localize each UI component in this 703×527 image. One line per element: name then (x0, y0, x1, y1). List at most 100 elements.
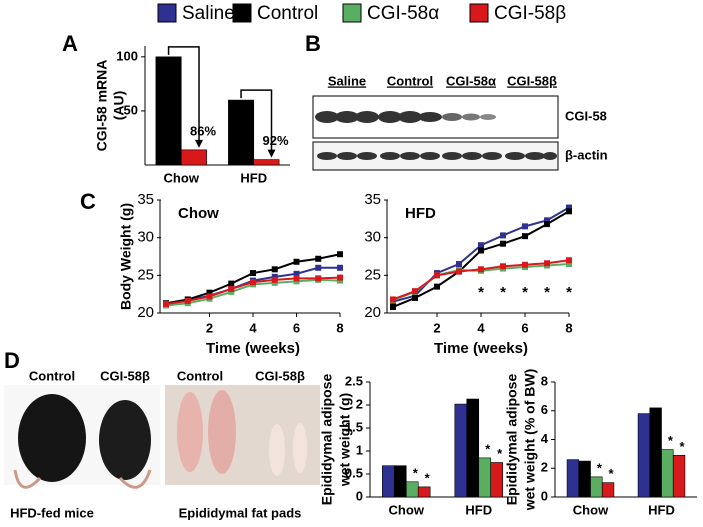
point (412, 294, 418, 301)
y-axis-label: CGI-58 mRNA (94, 60, 110, 152)
legend-label: CGI-58α (367, 3, 439, 24)
photo-caption: Epididymal fat pads (179, 505, 302, 520)
photo-label: CGI-58β (255, 368, 305, 383)
significance-mark: * (522, 284, 528, 301)
photo-label: Control (29, 368, 75, 383)
y-tick-label: 2 (356, 396, 363, 411)
bar (417, 486, 431, 498)
photo-label: Control (177, 368, 223, 383)
bar (393, 465, 407, 498)
y-tick-label: 0.5 (345, 465, 363, 480)
point (250, 279, 256, 286)
y-tick-label: 30 (364, 229, 381, 246)
bar (590, 476, 603, 498)
point (337, 251, 343, 258)
y-tick-label: 1.5 (345, 419, 363, 434)
y-tick-label: 8 (541, 373, 548, 388)
point (293, 275, 300, 282)
legend-label: CGI-58β (494, 3, 566, 24)
point (315, 255, 322, 262)
y-tick-label: 50 (124, 102, 138, 117)
point (522, 261, 528, 268)
legend-label: Control (257, 3, 318, 24)
point (271, 273, 278, 280)
x-axis-label: Time (weeks) (434, 340, 528, 357)
bar (649, 407, 662, 498)
bar (601, 482, 615, 498)
lane-label: CGI-58β (507, 73, 557, 88)
x-tick-label: 8 (336, 320, 343, 335)
x-tick-label: HFD (465, 502, 492, 517)
bar (490, 462, 503, 498)
x-tick-label: HFD (240, 170, 267, 185)
x-tick-label: 4 (249, 320, 257, 335)
y-tick-label: 20 (364, 304, 381, 321)
y-tick-label: 35 (364, 191, 381, 208)
chart-title: HFD (405, 205, 436, 222)
legend-swatch (232, 3, 252, 23)
bar (478, 457, 492, 498)
y-tick-label: 0 (541, 488, 548, 503)
point (293, 258, 300, 265)
y-tick-label: 25 (364, 266, 381, 283)
y-axis-label: wet weight (% of BW) (522, 369, 538, 512)
point (544, 217, 550, 224)
point (478, 247, 484, 254)
annotation: 92% (262, 133, 288, 148)
significance-mark: * (680, 439, 686, 454)
point (390, 296, 396, 303)
y-tick-label: 25 (137, 266, 154, 283)
y-tick-label: 6 (541, 402, 548, 417)
bar (155, 56, 182, 166)
panel-label: B (305, 31, 321, 56)
y-tick-label: 1 (356, 442, 363, 457)
point (522, 233, 528, 240)
significance-mark: * (485, 441, 491, 456)
significance-mark: * (497, 446, 503, 461)
point (163, 300, 169, 307)
point (500, 263, 506, 270)
x-tick-label: 4 (477, 320, 485, 335)
point (566, 257, 572, 264)
row-label: CGI-58 (565, 108, 607, 123)
significance-mark: * (413, 465, 419, 480)
point (271, 266, 278, 273)
y-axis-label: Body Weight (g) (118, 203, 134, 310)
point (228, 288, 235, 295)
significance-mark: * (597, 460, 603, 475)
panel-label: C (80, 189, 96, 214)
point (544, 221, 550, 228)
photo-fat-pads: Control CGI-58β Epididymal fat pads (165, 368, 320, 520)
point (337, 264, 343, 271)
legend-label: Saline (182, 3, 235, 24)
significance-mark: * (478, 284, 484, 301)
y-axis-label: (AU) (111, 91, 127, 121)
point (390, 303, 396, 310)
x-tick-label: 8 (565, 320, 572, 335)
bar (180, 149, 207, 166)
y-axis-label: wet weight (g) (337, 393, 353, 487)
point (456, 261, 462, 268)
x-tick-label: 6 (521, 320, 528, 335)
arrow (167, 46, 200, 146)
photo-caption: HFD-fed mice (10, 505, 94, 520)
y-tick-label: 100 (116, 48, 138, 63)
point (250, 270, 256, 277)
lane-label: CGI-58α (446, 73, 496, 88)
point (315, 275, 322, 282)
point (271, 276, 278, 283)
legend-swatch (342, 3, 362, 23)
significance-mark: * (500, 284, 506, 301)
lane-label: Saline (328, 73, 366, 88)
point (478, 242, 484, 249)
legend-swatch (157, 3, 177, 23)
x-tick-label: 2 (206, 320, 213, 335)
x-tick-label: Chow (389, 502, 425, 517)
photo-label: CGI-58β (100, 368, 150, 383)
point (412, 288, 418, 295)
point (566, 261, 572, 268)
bar (637, 413, 651, 498)
bar (672, 455, 686, 498)
point (566, 208, 572, 215)
